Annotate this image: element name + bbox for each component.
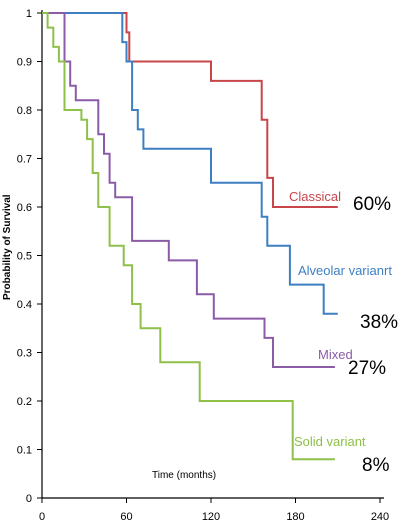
y-tick-label: 0.8 — [17, 105, 32, 117]
y-tick-label: 0.1 — [17, 445, 32, 457]
axes: 0 60 120 180 240 0 0.1 0.2 0.3 0.4 0.5 0.6 0.7 0.8 0.9… — [17, 8, 389, 523]
y-tick-label: 0.3 — [17, 348, 32, 360]
x-tick-label: 60 — [120, 511, 132, 523]
y-tick-label: 0.2 — [17, 396, 32, 408]
series-final-percent: 38% — [360, 312, 398, 333]
series-label: Solid variant — [294, 434, 366, 449]
series-label: Mixed — [318, 347, 353, 362]
x-tick-label: 180 — [286, 511, 304, 523]
x-tick-label: 0 — [39, 511, 45, 523]
series-final-percent: 8% — [362, 455, 390, 476]
series-final-percent: 27% — [348, 358, 386, 379]
series-labels: Classical 60% Alveolar varianrt 38% Mixed27%… — [289, 189, 398, 476]
x-tick-label: 240 — [371, 511, 389, 523]
x-tick-label: 120 — [202, 511, 220, 523]
y-tick-label: 0.4 — [17, 299, 32, 311]
y-axis-title: Probability of Survival — [2, 194, 13, 300]
series-lines — [42, 12, 338, 461]
series-label: Alveolar varianrt — [298, 263, 392, 278]
x-axis-title: Time (months) — [152, 470, 216, 481]
y-tick-label: 1 — [26, 8, 32, 20]
y-tick-label: 0.5 — [17, 251, 32, 263]
series-final-percent: 60% — [353, 194, 391, 215]
series-line-mixed — [42, 12, 335, 368]
y-tick-label: 0 — [26, 493, 32, 505]
series-label: Classical — [289, 189, 341, 204]
series-line-solid-variant — [42, 12, 335, 461]
y-tick-label: 0.7 — [17, 154, 32, 166]
series-line-classical — [42, 12, 338, 208]
y-tick-label: 0.9 — [17, 57, 32, 69]
y-tick-label: 0.6 — [17, 202, 32, 214]
series-line-alveolar-varianrt — [42, 12, 338, 315]
